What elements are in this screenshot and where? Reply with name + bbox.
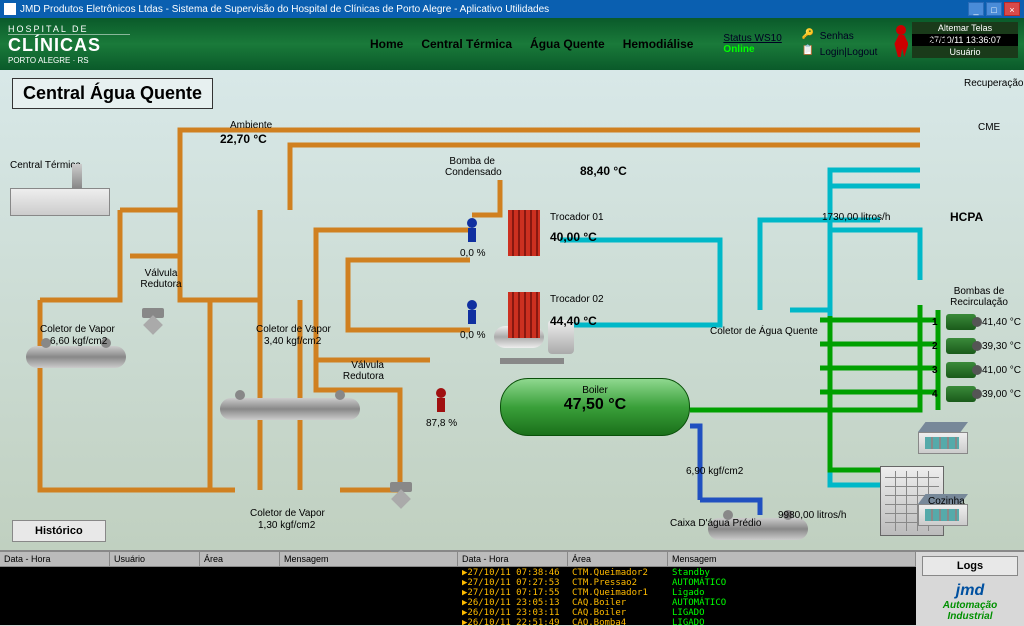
pump-4: 439,00 °C — [932, 386, 1021, 402]
cme-label: CME — [978, 122, 1000, 133]
boiler-label: Boiler — [501, 385, 689, 396]
door-icon: 📋 — [802, 45, 816, 59]
main-nav: Home Central Térmica Água Quente Hemodiá… — [370, 37, 693, 51]
trocador-1 — [508, 210, 540, 256]
pump-3: 341,00 °C — [932, 362, 1021, 378]
log-right: Data - Hora Área Mensagem ▶27/10/11 07:3… — [458, 552, 916, 626]
log-left-body — [0, 567, 458, 625]
trocador2-valve — [465, 300, 479, 326]
cozinha-label: Cozinha — [928, 496, 965, 507]
clock-label: Relógio — [912, 35, 949, 46]
window-titlebar: JMD Produtos Eletrônicos Ltdas - Sistema… — [0, 0, 1024, 18]
nav-home[interactable]: Home — [370, 37, 403, 51]
coletor3-label: Coletor de Vapor — [250, 508, 325, 519]
trocador2-pct: 0,0 % — [460, 330, 486, 341]
historico-button[interactable]: Histórico — [12, 520, 106, 542]
nav-hemodialise[interactable]: Hemodiálise — [623, 37, 694, 51]
coletor1-label: Coletor de Vapor — [40, 324, 115, 335]
senhas-link[interactable]: 🔑Senhas — [802, 29, 878, 43]
valvula-redutora-1 — [140, 306, 166, 336]
valvula-redutora-2 — [388, 480, 414, 510]
hcpa-label: HCPA — [950, 210, 983, 224]
boiler: Boiler 47,50 °C — [500, 378, 690, 436]
coletor-vapor-2 — [220, 398, 360, 420]
window-title: JMD Produtos Eletrônicos Ltdas - Sistema… — [20, 4, 968, 15]
user-label: Usuário — [912, 46, 1018, 58]
login-logout-link[interactable]: 📋Login|Logout — [802, 45, 878, 59]
nav-central-termica[interactable]: Central Térmica — [421, 37, 512, 51]
trocador-2 — [508, 292, 540, 338]
red-valve-pct: 87,8 % — [426, 418, 457, 429]
ambient-label: Ambiente — [230, 120, 272, 131]
company-logo: jmd Automação Industrial — [920, 582, 1020, 622]
trocador2-temp: 44,40 °C — [550, 314, 597, 328]
coletor1-value: 6,60 kgf/cm2 — [50, 336, 107, 347]
current-user: Altemar Telas — [912, 22, 1018, 34]
pumps-label: Bombas de Recirculação — [944, 286, 1014, 308]
coletor3-value: 1,30 kgf/cm2 — [258, 520, 315, 531]
hcpa-flow: 1730,00 litros/h — [822, 212, 890, 223]
pump-1: 141,40 °C — [932, 314, 1021, 330]
log-right-body: ▶27/10/11 07:38:46CTM.Queimador2Standby▶… — [458, 567, 916, 625]
trocador2-label: Trocador 02 — [550, 294, 604, 305]
auth-box: 🔑Senhas 📋Login|Logout — [802, 27, 878, 61]
caixa-label: Caixa D'água Prédio — [670, 518, 761, 529]
app-header: HOSPITAL DE CLÍNICAS PORTO ALEGRE · RS H… — [0, 18, 1024, 70]
log-left: Data - Hora Usuário Área Mensagem — [0, 552, 458, 626]
logs-button[interactable]: Logs — [922, 556, 1018, 576]
condensado-label: Bomba de Condensado — [445, 156, 495, 178]
exit-icon[interactable] — [891, 25, 911, 63]
status-value: Online — [723, 44, 781, 55]
coletor2-label: Coletor de Vapor — [256, 324, 331, 335]
status-label: Status WS10 — [723, 33, 781, 44]
trocador1-label: Trocador 01 — [550, 212, 604, 223]
nav-agua-quente[interactable]: Água Quente — [530, 37, 605, 51]
trocador1-temp: 40,00 °C — [550, 230, 597, 244]
valvula2-label: Válvula Redutora — [338, 360, 384, 382]
recuperacao-label: Recuperação — [964, 78, 1023, 89]
valvula1-label: Válvula Redutora — [136, 268, 186, 290]
ambient-value: 22,70 °C — [220, 132, 267, 146]
caixa-pressure: 6,90 kgf/cm2 — [686, 466, 743, 477]
caixa-flow: 9980,00 litros/h — [778, 510, 846, 521]
scada-canvas: Central Água Quente — [0, 70, 1024, 550]
pump-icon — [946, 314, 976, 330]
trocador1-valve — [465, 218, 479, 244]
status-box: Status WS10 Online — [723, 33, 781, 55]
red-valve — [434, 388, 448, 414]
pump-2: 239,30 °C — [932, 338, 1021, 354]
condensado-value: 88,40 °C — [580, 164, 627, 178]
bottom-right-panel: Logs jmd Automação Industrial — [916, 552, 1024, 626]
trocador1-pct: 0,0 % — [460, 248, 486, 259]
boiler-value: 47,50 °C — [501, 396, 689, 414]
key-icon: 🔑 — [802, 29, 816, 43]
coletor2-value: 3,40 kgf/cm2 — [264, 336, 321, 347]
bottom-panel: Data - Hora Usuário Área Mensagem Data -… — [0, 550, 1024, 626]
recuperacao-building — [918, 422, 968, 454]
hospital-logo: HOSPITAL DE CLÍNICAS PORTO ALEGRE · RS — [0, 24, 130, 65]
app-icon — [4, 3, 16, 15]
coletor-agua-label: Coletor de Água Quente — [710, 326, 818, 337]
minimize-button[interactable]: _ — [968, 2, 984, 16]
maximize-button[interactable]: □ — [986, 2, 1002, 16]
header-userclock: Altemar Telas Relógio 27/10/11 13:36:07 … — [912, 22, 1018, 58]
close-button[interactable]: × — [1004, 2, 1020, 16]
central-termica-icon — [10, 170, 110, 216]
coletor-vapor-1 — [26, 346, 126, 368]
